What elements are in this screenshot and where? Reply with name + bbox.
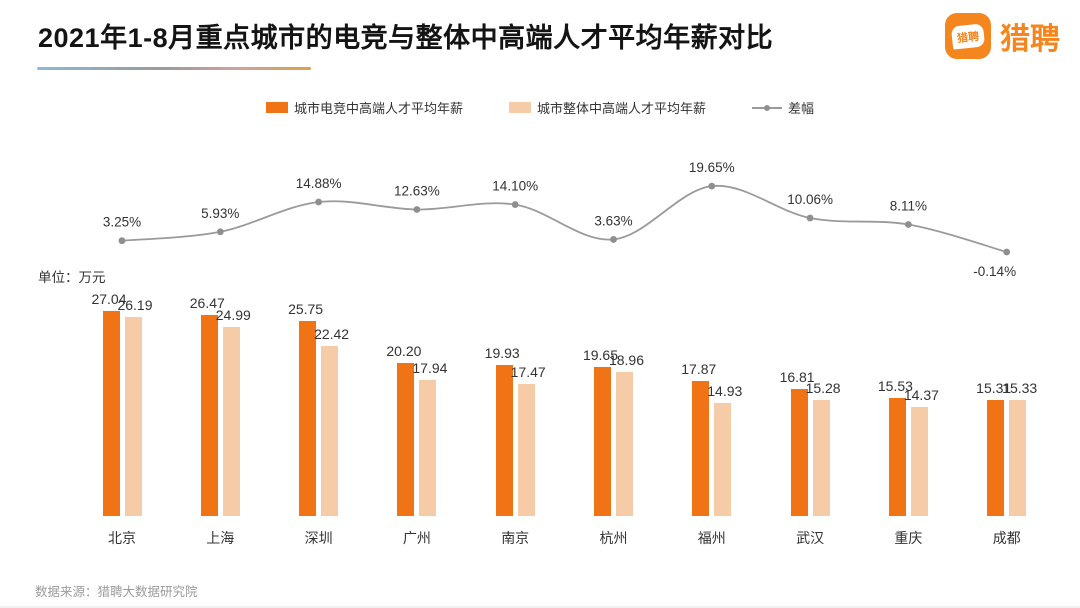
bar-overall [517,383,535,516]
bar-value-overall: 22.42 [314,326,350,343]
diff-value-label: 12.63% [394,183,440,198]
bar-value-overall: 14.37 [903,387,939,404]
bar-overall [910,407,928,516]
bar-value-esports: 17.87 [681,360,717,377]
liepin-logo: 猎聘 猎聘 [945,13,1060,59]
bar-overall [1009,399,1027,516]
bar-esports [594,367,611,516]
data-source: 数据来源：猎聘大数据研究院 [35,585,198,599]
bar-esports [102,311,120,516]
legend-item-overall-salary: 城市整体中高端人才平均年薪 [508,98,706,117]
diff-line-marker [118,237,126,245]
overall-bar-swatch-icon [508,102,531,113]
bar-value-overall: 15.33 [1002,379,1038,396]
bar-esports [495,364,513,516]
legend-label: 城市电竞中高端人才平均年薪 [293,101,463,116]
line-marker-swatch-icon [752,102,782,114]
legend-item-diff: 差幅 [752,98,814,117]
bar-value-esports: 15.31 [976,379,1012,396]
bar-overall [321,346,339,516]
x-axis-label: 深圳 [304,530,333,546]
bar-value-esports: 27.04 [91,291,127,308]
diff-line-marker [511,201,519,208]
bar-esports [397,362,415,516]
bar-value-overall: 24.99 [215,306,251,323]
bar-overall [812,400,830,516]
diff-line-marker [610,236,617,243]
x-axis-label: 上海 [206,530,235,546]
unit-label: 单位：万元 [38,270,106,285]
bar-overall [222,326,240,516]
diff-value-label: 19.65% [689,160,735,175]
bar-value-overall: 14.93 [707,382,743,399]
diff-value-label: 3.63% [594,213,632,228]
bar-overall [616,372,633,516]
bar-value-overall: 26.19 [117,297,153,314]
bar-esports [888,398,906,516]
chart-title: 2021年1-8月重点城市的电竞与整体中高端人才平均年薪对比 [38,23,774,53]
x-axis-label: 北京 [108,530,136,546]
bar-value-esports: 19.65 [582,347,619,364]
bar-value-esports: 15.53 [877,378,913,395]
liepin-logo-text: 猎聘 [1000,23,1060,56]
title-underline-gradient [37,67,311,70]
x-axis-label: 福州 [697,530,726,546]
liepin-logo-icon: 猎聘 [945,13,991,59]
diff-value-label: 14.88% [296,176,342,191]
x-axis-label: 广州 [402,530,431,546]
chart-legend: 城市电竞中高端人才平均年薪 城市整体中高端人才平均年薪 差幅 [0,98,1080,117]
bar-value-esports: 25.75 [288,300,324,317]
bar-value-overall: 17.94 [412,360,448,376]
x-axis-label: 重庆 [894,530,923,546]
bar-esports [299,320,317,516]
x-axis-label: 武汉 [796,530,825,546]
legend-item-esports-salary: 城市电竞中高端人才平均年薪 [265,98,463,117]
legend-label: 差幅 [788,101,815,116]
diff-value-label: 8.11% [890,199,927,214]
esports-bar-swatch-icon [265,102,288,113]
diff-value-label: 10.06% [787,192,833,207]
bar-esports [692,380,710,516]
bar-value-esports: 16.81 [779,368,815,385]
diff-line-marker [216,228,224,236]
bar-esports [790,388,808,516]
x-axis-label: 成都 [992,530,1021,546]
bar-overall [124,317,142,516]
legend-label: 城市整体中高端人才平均年薪 [536,101,706,116]
bar-value-esports: 19.93 [484,344,520,361]
diff-line-marker [315,198,322,206]
diff-line-marker [708,182,716,190]
bar-value-overall: 18.96 [608,352,645,369]
bar-overall [714,402,732,516]
bar-value-esports: 20.20 [386,342,422,359]
x-axis-label: 南京 [501,530,530,546]
diff-value-label: 5.93% [201,206,239,221]
diff-value-label: 3.25% [103,215,141,230]
diff-value-label: 14.10% [492,179,538,194]
bar-value-overall: 17.47 [510,363,546,380]
x-axis-label: 杭州 [599,530,628,546]
diff-line-marker [413,206,421,213]
diff-value-label: -0.14% [973,264,1016,279]
bar-overall [419,380,437,516]
bar-esports [987,399,1005,516]
diff-line-marker [1003,248,1011,256]
diff-line-marker [905,221,912,228]
bar-value-overall: 15.28 [805,380,841,397]
bar-value-esports: 26.47 [189,295,225,312]
bar-esports [200,315,218,516]
diff-line-path [121,184,1007,253]
diff-line-marker [806,214,814,222]
